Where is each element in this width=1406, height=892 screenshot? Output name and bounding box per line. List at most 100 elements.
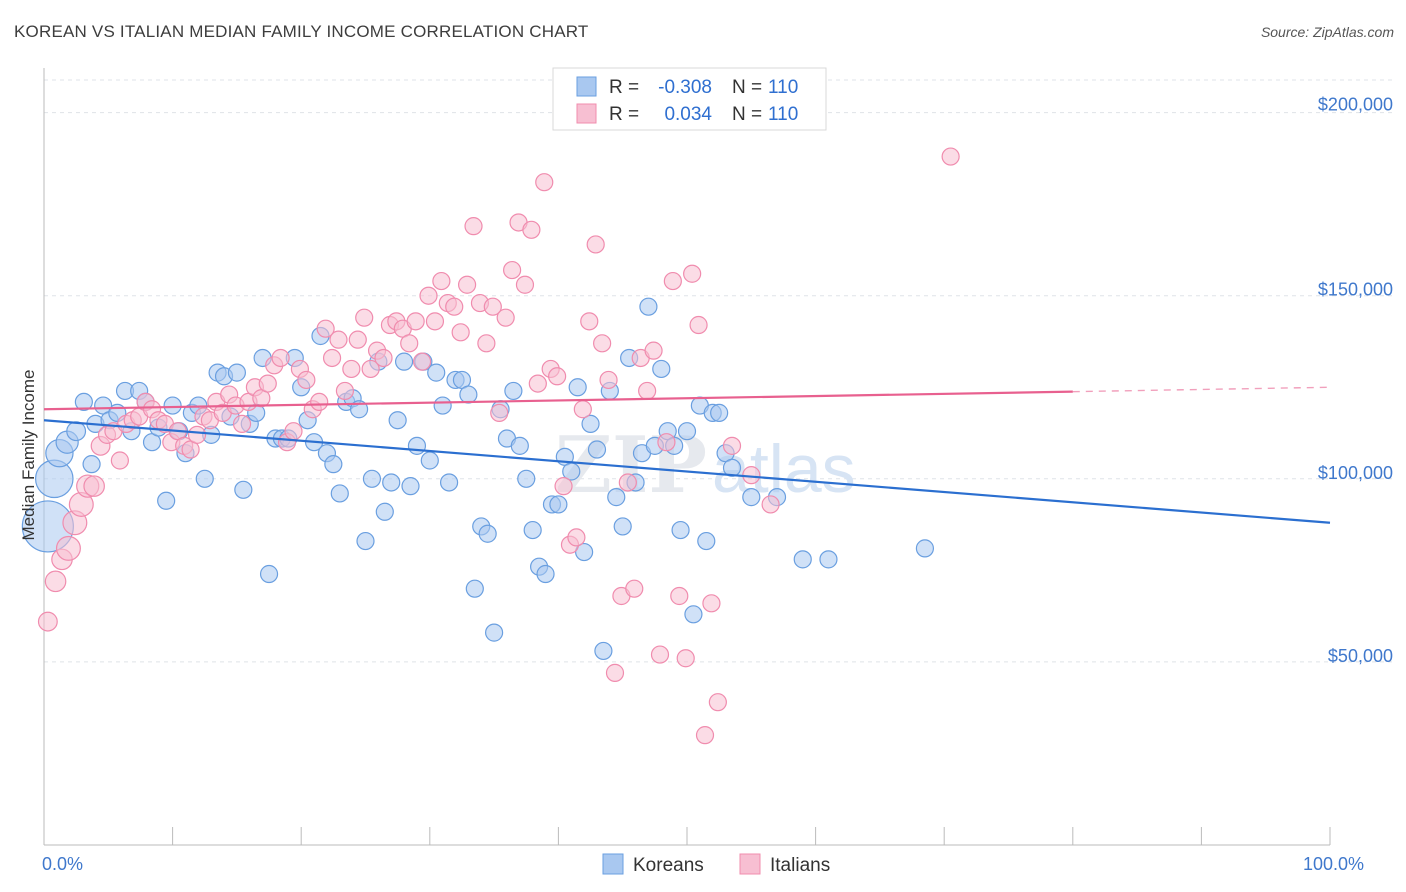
korean-point bbox=[195, 469, 214, 488]
italian-point bbox=[335, 381, 355, 401]
korean-point bbox=[697, 531, 716, 551]
italian-point bbox=[464, 217, 483, 236]
korean-point bbox=[510, 436, 529, 455]
grid-lines: $50,000 $100,000 $150,000 $200,000 bbox=[44, 79, 1395, 666]
korean-point bbox=[722, 458, 742, 477]
korean-point bbox=[478, 524, 497, 543]
korean-point bbox=[575, 542, 594, 562]
korean-point bbox=[459, 385, 478, 404]
italian-point bbox=[605, 663, 625, 682]
korean-point bbox=[439, 473, 459, 492]
italian-point bbox=[187, 425, 207, 444]
italian-point bbox=[695, 726, 715, 745]
x-tick-label: 0.0% bbox=[42, 854, 83, 874]
italian-point bbox=[83, 475, 105, 497]
korean-point bbox=[504, 381, 523, 401]
italian-point bbox=[419, 286, 438, 305]
italian-point bbox=[44, 570, 67, 593]
korean-point bbox=[259, 564, 279, 584]
italians-legend-label: Italians bbox=[770, 855, 830, 876]
trend-lines bbox=[43, 386, 1331, 524]
italian-point bbox=[457, 275, 477, 294]
korean-point bbox=[66, 421, 87, 442]
italian-point bbox=[580, 312, 599, 331]
italian-point bbox=[528, 374, 547, 393]
italian-point bbox=[535, 173, 554, 192]
italian-point bbox=[477, 334, 496, 353]
italian-point bbox=[586, 235, 605, 254]
italian-point bbox=[329, 330, 348, 349]
n-value: 110 bbox=[768, 104, 798, 125]
korean-point bbox=[74, 392, 93, 412]
italian-point bbox=[515, 275, 535, 294]
korean-point bbox=[523, 520, 542, 540]
korean-point bbox=[819, 550, 838, 569]
italian-point bbox=[432, 271, 451, 291]
korean-point bbox=[742, 488, 761, 507]
italian-point bbox=[593, 334, 612, 353]
korean-point bbox=[607, 488, 626, 507]
korean-point bbox=[420, 451, 439, 470]
italian-point bbox=[618, 473, 637, 492]
y-tick-label: $50,000 bbox=[1328, 646, 1393, 666]
italian-point bbox=[490, 403, 509, 422]
korean-point bbox=[684, 605, 703, 624]
korean-point bbox=[427, 363, 446, 382]
korean-point bbox=[388, 411, 407, 430]
italian-point bbox=[297, 370, 316, 390]
italian-point bbox=[406, 312, 425, 331]
italian-point bbox=[657, 433, 676, 452]
italian-point bbox=[573, 400, 592, 419]
korean-point bbox=[157, 491, 176, 510]
r-value: 0.034 bbox=[664, 104, 712, 125]
italian-point bbox=[374, 348, 393, 368]
italian-point bbox=[708, 693, 727, 712]
italian-point bbox=[425, 312, 445, 331]
n-label: N = bbox=[732, 104, 762, 125]
italian-point bbox=[37, 611, 58, 632]
italian-point bbox=[342, 359, 361, 379]
y-tick-label: $200,000 bbox=[1318, 95, 1393, 115]
r-label: R = bbox=[609, 77, 639, 98]
legend-box bbox=[552, 67, 827, 131]
korean-point bbox=[465, 579, 484, 598]
korean-point bbox=[517, 469, 536, 488]
italian-point bbox=[761, 495, 780, 514]
korean-point bbox=[82, 455, 101, 474]
y-tick-label: $150,000 bbox=[1318, 280, 1393, 300]
korean-point bbox=[536, 564, 555, 584]
italian-point bbox=[451, 323, 470, 342]
korean-point bbox=[652, 359, 671, 379]
italian-point bbox=[361, 359, 380, 379]
italian-point bbox=[232, 414, 252, 433]
italian-point bbox=[445, 297, 464, 316]
italian-point bbox=[55, 535, 81, 561]
korean-trend-line bbox=[43, 419, 1331, 524]
italian-point bbox=[258, 374, 277, 393]
korean-point bbox=[587, 440, 607, 459]
korean-point bbox=[594, 641, 613, 661]
korean-point bbox=[330, 484, 349, 503]
chart-source: Source: ZipAtlas.com bbox=[1260, 24, 1394, 40]
italian-point bbox=[676, 649, 695, 668]
korean-point bbox=[710, 403, 729, 422]
italians-legend-swatch bbox=[739, 853, 761, 875]
r-label: R = bbox=[609, 104, 639, 125]
korean-point bbox=[375, 502, 394, 521]
italian-point bbox=[483, 297, 502, 316]
italian-point bbox=[355, 308, 374, 327]
series-legend: Koreans Italians bbox=[602, 853, 830, 876]
trend-extension bbox=[1072, 386, 1331, 393]
italian-point bbox=[638, 381, 657, 401]
korean-swatch bbox=[576, 76, 597, 97]
italian-point bbox=[567, 528, 586, 547]
italian-point bbox=[271, 348, 290, 368]
italian-point bbox=[110, 451, 129, 470]
italian-point bbox=[316, 319, 335, 338]
italian-point bbox=[322, 348, 342, 368]
korean-point bbox=[915, 539, 935, 558]
axes: 0.0% 100.0% bbox=[42, 68, 1364, 874]
stats-legend: R = -0.308 N = 110 R = 0.034 N = 110 bbox=[552, 67, 827, 131]
korean-point bbox=[227, 363, 246, 382]
